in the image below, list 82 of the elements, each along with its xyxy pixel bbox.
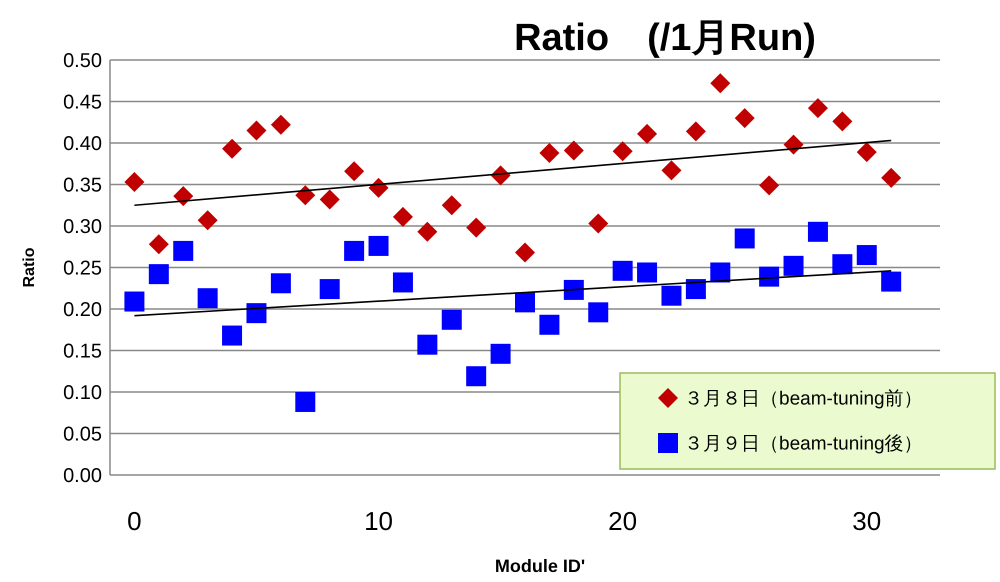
point [832, 254, 852, 274]
point [734, 228, 755, 248]
point [539, 142, 560, 163]
y-tick-label: 0.40 [63, 133, 102, 155]
y-tick-label: 0.25 [63, 258, 102, 280]
point [564, 140, 584, 160]
point [490, 344, 511, 364]
point [734, 108, 755, 128]
point [661, 286, 682, 306]
point [442, 310, 462, 330]
point [808, 98, 828, 118]
y-tick-label: 0.15 [63, 340, 102, 362]
point [710, 73, 730, 94]
point [295, 185, 316, 206]
y-tick-label: 0.10 [63, 382, 102, 404]
point [832, 111, 852, 132]
point [222, 326, 242, 346]
point [198, 210, 218, 230]
point [759, 175, 780, 196]
y-tick-label: 0.30 [63, 216, 102, 238]
point [808, 222, 828, 242]
point [392, 272, 413, 292]
point [612, 141, 633, 162]
y-tick-label: 0.45 [63, 92, 102, 114]
y-tick-label: 0.20 [63, 299, 102, 321]
point [686, 279, 706, 300]
point [417, 222, 438, 242]
x-tick-label: 30 [852, 506, 882, 536]
point [466, 218, 486, 238]
point [539, 314, 560, 335]
point [686, 121, 706, 142]
point [320, 189, 340, 210]
legend-label: ３月８日（beam-tuning前） [684, 388, 923, 410]
y-tick-label: 0.35 [63, 174, 102, 196]
x-axis-title: Module ID' [494, 556, 586, 576]
point [637, 262, 658, 282]
y-tick-label: 0.00 [63, 465, 102, 487]
point [124, 172, 144, 192]
y-axis-title: Ratio [21, 247, 38, 288]
point [148, 264, 169, 284]
point [466, 366, 486, 386]
point [588, 214, 608, 234]
point [173, 240, 194, 261]
point [881, 272, 902, 292]
point [392, 206, 413, 227]
point [856, 142, 877, 162]
point [856, 245, 877, 266]
point [784, 134, 804, 155]
point [515, 242, 535, 263]
chart-title: Ratio (/1月Run) [514, 17, 816, 59]
point [612, 260, 633, 281]
point [710, 262, 730, 282]
x-tick-label: 10 [364, 506, 393, 536]
point [564, 280, 584, 300]
y-tick-label: 0.05 [63, 424, 102, 446]
point [320, 279, 340, 300]
point [295, 392, 316, 412]
point [246, 303, 266, 324]
point [784, 256, 804, 276]
point [124, 292, 144, 312]
point [368, 236, 389, 256]
legend-label: ３月９日（beam-tuning後） [684, 434, 923, 455]
point [661, 160, 682, 180]
x-tick-label: 20 [608, 506, 638, 536]
point [344, 240, 364, 261]
point [173, 186, 194, 206]
point [246, 120, 266, 141]
point [588, 302, 608, 322]
y-tick-label: 0.50 [63, 50, 102, 72]
point [222, 138, 242, 159]
point [637, 124, 658, 144]
point [442, 195, 462, 216]
point [881, 168, 902, 188]
point [270, 273, 291, 294]
point [270, 114, 291, 135]
x-tick-label: 0 [127, 506, 142, 536]
point [759, 266, 780, 287]
point [515, 292, 535, 312]
point [417, 334, 438, 355]
point [344, 161, 364, 182]
point [148, 234, 169, 254]
point [198, 288, 218, 308]
